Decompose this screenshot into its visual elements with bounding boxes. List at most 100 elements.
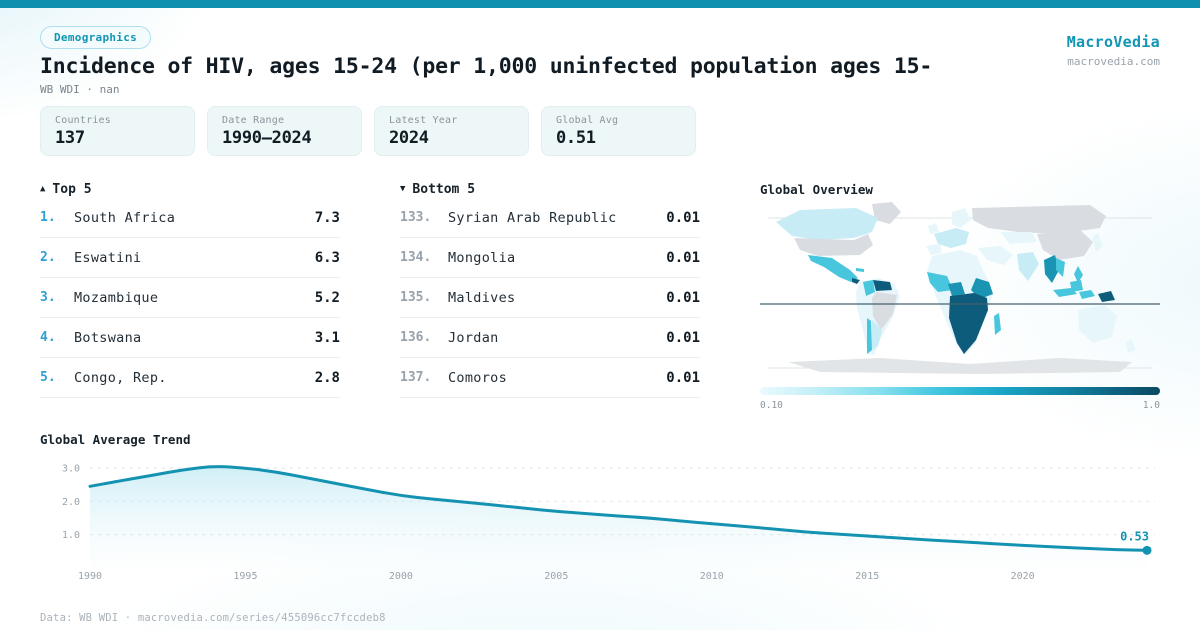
top5-header: ▲ Top 5 (40, 180, 340, 198)
list-item: 3. Mozambique 5.2 (40, 278, 340, 318)
svg-text:2.0: 2.0 (62, 497, 80, 508)
rank-label: 2. (40, 250, 56, 265)
triangle-up-icon: ▲ (40, 184, 46, 194)
triangle-down-icon: ▼ (400, 184, 406, 194)
rank-label: 5. (40, 370, 56, 385)
bottom5-header: ▼ Bottom 5 (400, 180, 700, 198)
page-subtitle: WB WDI · nan (40, 83, 120, 96)
rank-label: 136. (400, 330, 432, 345)
svg-text:1995: 1995 (233, 571, 257, 582)
stat-card-latest-year: Latest Year 2024 (374, 106, 529, 156)
svg-text:3.0: 3.0 (62, 464, 80, 475)
region-greenland (872, 202, 901, 224)
region-china (1037, 230, 1093, 260)
trend-end-value-label: 0.53 (1120, 529, 1149, 543)
brand-name: MacroVedia (1066, 33, 1160, 51)
country-name: Syrian Arab Republic (448, 209, 617, 226)
stat-label: Date Range (222, 115, 285, 126)
stat-value: 2024 (389, 128, 429, 148)
region-japan (1092, 233, 1103, 252)
trend-series (88, 465, 1152, 568)
country-value: 5.2 (314, 289, 340, 306)
world-map-svg (760, 202, 1160, 374)
region-papua-new-guinea (1098, 291, 1115, 302)
colorbar-min-label: 0.10 (760, 400, 783, 411)
trend-chart: 1.0 2.0 3.0 1990 1995 2000 2005 2010 2015 2020 0.5… (30, 448, 1170, 583)
list-item: 134. Mongolia 0.01 (400, 238, 700, 278)
region-sumatra-java (1053, 288, 1077, 297)
rank-label: 133. (400, 210, 432, 225)
rank-label: 134. (400, 250, 432, 265)
stat-label: Global Avg (556, 115, 619, 126)
bottom5-header-label: Bottom 5 (412, 181, 476, 197)
country-value: 0.01 (666, 289, 700, 306)
region-caribbean (856, 268, 864, 272)
stat-label: Latest Year (389, 115, 458, 126)
svg-text:2000: 2000 (389, 571, 413, 582)
region-brazil (872, 292, 897, 330)
region-sulawesi (1079, 290, 1095, 299)
region-australia (1078, 305, 1117, 343)
brand-domain: macrovedia.com (1067, 55, 1160, 68)
list-item: 135. Maldives 0.01 (400, 278, 700, 318)
svg-text:2020: 2020 (1011, 571, 1035, 582)
country-name: Botswana (74, 329, 142, 346)
stat-card-countries: Countries 137 (40, 106, 195, 156)
colorbar-max-label: 1.0 (1142, 400, 1160, 411)
stat-value: 1990—2024 (222, 128, 312, 148)
list-item: 136. Jordan 0.01 (400, 318, 700, 358)
country-value: 3.1 (314, 329, 340, 346)
region-central-asia (1000, 232, 1037, 244)
list-item: 5. Congo, Rep. 2.8 (40, 358, 340, 398)
svg-text:1990: 1990 (78, 571, 102, 582)
stat-value: 0.51 (556, 128, 596, 148)
category-badge: Demographics (40, 26, 152, 49)
top5-header-label: Top 5 (52, 181, 92, 197)
region-india (1017, 252, 1039, 281)
rank-label: 3. (40, 290, 56, 305)
rank-label: 1. (40, 210, 56, 225)
region-antarctica (788, 358, 1132, 374)
page-title: Incidence of HIV, ages 15-24 (per 1,000 … (40, 54, 933, 79)
region-venezuela (873, 280, 892, 291)
world-map (760, 198, 1160, 380)
top-accent-bar (0, 0, 1200, 8)
footer-text: Data: WB WDI · macrovedia.com/series/455… (40, 612, 386, 624)
country-value: 7.3 (314, 209, 340, 226)
country-name: Maldives (448, 289, 516, 306)
svg-text:2010: 2010 (700, 571, 724, 582)
region-uk (928, 223, 939, 234)
region-vietnam (1056, 258, 1065, 277)
region-philippines (1074, 266, 1083, 283)
country-value: 6.3 (314, 249, 340, 266)
svg-text:2005: 2005 (544, 571, 568, 582)
trend-chart-svg: 1.0 2.0 3.0 1990 1995 2000 2005 2010 2015 2020 0.5… (62, 464, 1155, 583)
top5-list: ▲ Top 5 1. South Africa 7.3 2. Eswatini … (40, 180, 340, 398)
stat-label: Countries (55, 115, 111, 126)
region-argentina (872, 320, 882, 350)
region-iberia (926, 244, 942, 255)
list-item: 137. Comoros 0.01 (400, 358, 700, 398)
list-item: 1. South Africa 7.3 (40, 198, 340, 238)
region-canada (776, 208, 878, 240)
list-item: 133. Syrian Arab Republic 0.01 (400, 198, 700, 238)
bottom5-list: ▼ Bottom 5 133. Syrian Arab Republic 0.0… (400, 180, 700, 398)
region-middle-east (978, 246, 1013, 265)
country-name: Jordan (448, 329, 499, 346)
stat-value: 137 (55, 128, 85, 148)
rank-label: 135. (400, 290, 432, 305)
region-usa (794, 234, 873, 256)
region-myanmar-thailand (1044, 255, 1059, 283)
region-madagascar (994, 313, 1001, 335)
region-europe (934, 228, 969, 248)
stat-card-date-range: Date Range 1990—2024 (207, 106, 362, 156)
region-panama (852, 278, 860, 284)
country-name: Eswatini (74, 249, 142, 266)
trend-labels: 1.0 2.0 3.0 1990 1995 2000 2005 2010 2015 2020 0.5… (62, 464, 1149, 583)
country-name: Comoros (448, 369, 507, 386)
country-value: 2.8 (314, 369, 340, 386)
country-name: South Africa (74, 209, 176, 226)
svg-text:1.0: 1.0 (62, 530, 80, 541)
region-southern-africa (949, 293, 988, 354)
